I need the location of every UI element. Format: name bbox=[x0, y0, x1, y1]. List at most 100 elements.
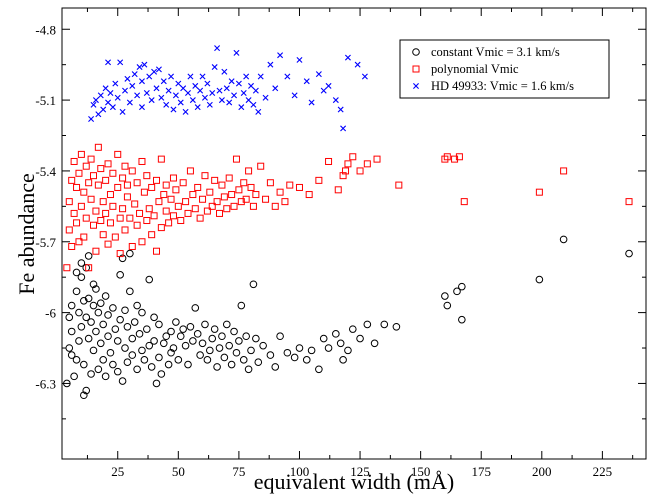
data-point-square bbox=[356, 167, 364, 175]
data-point-circle bbox=[150, 337, 158, 345]
data-point-square bbox=[240, 179, 248, 187]
data-point-circle bbox=[232, 348, 241, 357]
data-point-square bbox=[281, 198, 289, 206]
data-point-circle bbox=[302, 356, 311, 364]
data-point-x bbox=[136, 64, 143, 71]
data-point-square bbox=[443, 153, 451, 161]
data-point-x bbox=[117, 59, 124, 66]
data-point-x bbox=[296, 56, 303, 63]
data-point-square bbox=[109, 202, 117, 210]
data-point-x bbox=[187, 73, 194, 80]
data-point-x bbox=[189, 97, 196, 104]
data-point-square bbox=[225, 174, 233, 182]
data-point-circle bbox=[155, 320, 163, 329]
data-point-square bbox=[249, 202, 257, 210]
data-point-square bbox=[116, 250, 124, 258]
data-point-circle bbox=[213, 363, 221, 371]
data-point-circle bbox=[147, 363, 156, 371]
data-point-circle bbox=[210, 325, 219, 333]
data-point-circle bbox=[206, 346, 214, 355]
data-point-circle bbox=[116, 315, 124, 324]
data-point-square bbox=[73, 219, 81, 227]
data-point-x bbox=[172, 92, 179, 99]
data-point-circle bbox=[96, 339, 105, 348]
data-point-circle bbox=[189, 337, 197, 345]
data-point-square bbox=[177, 217, 185, 225]
data-point-circle bbox=[203, 356, 212, 364]
data-point-circle bbox=[113, 337, 122, 345]
y-axis-title: Fe abundance bbox=[14, 173, 39, 295]
data-point-x bbox=[235, 80, 242, 87]
legend-label-constant-vmic: constant Vmic = 3.1 km/s bbox=[431, 45, 560, 59]
data-point-square bbox=[373, 155, 381, 163]
data-point-circle bbox=[84, 334, 93, 343]
data-point-square bbox=[128, 242, 136, 250]
data-point-x bbox=[272, 85, 279, 92]
data-point-square bbox=[196, 214, 204, 222]
data-point-circle bbox=[89, 346, 98, 355]
data-point-x bbox=[255, 108, 262, 115]
data-point-x bbox=[129, 82, 136, 89]
data-point-square bbox=[153, 247, 161, 255]
x-tick-label: 175 bbox=[471, 464, 491, 479]
data-point-square bbox=[68, 242, 76, 250]
plot-frame bbox=[61, 7, 647, 460]
data-point-x bbox=[250, 101, 257, 108]
data-point-circle bbox=[104, 311, 112, 319]
data-point-circle bbox=[121, 344, 129, 352]
data-point-circle bbox=[106, 348, 115, 357]
data-point-circle bbox=[145, 341, 154, 350]
data-point-square bbox=[169, 174, 177, 182]
data-point-x bbox=[138, 104, 145, 111]
data-point-x bbox=[102, 85, 109, 92]
data-point-x bbox=[257, 73, 264, 80]
data-point-x bbox=[185, 90, 191, 96]
data-point-circle bbox=[82, 313, 91, 322]
data-point-square bbox=[165, 219, 173, 227]
y-tick-label: -6 bbox=[45, 306, 56, 321]
data-point-circle bbox=[208, 334, 217, 343]
data-point-square bbox=[172, 186, 180, 194]
data-point-square bbox=[182, 198, 190, 206]
data-point-square bbox=[451, 155, 459, 163]
data-point-square bbox=[82, 162, 90, 170]
data-point-square bbox=[119, 174, 127, 182]
data-point-square bbox=[102, 176, 110, 184]
data-point-square bbox=[305, 191, 313, 199]
data-point-x bbox=[92, 97, 99, 104]
data-point-square bbox=[150, 212, 158, 220]
data-point-square bbox=[199, 195, 207, 203]
data-point-circle bbox=[244, 365, 253, 374]
data-point-x bbox=[175, 80, 182, 87]
data-point-circle bbox=[392, 322, 401, 331]
data-point-x bbox=[131, 71, 138, 78]
data-point-circle bbox=[283, 348, 292, 357]
data-point-circle bbox=[184, 360, 192, 369]
legend: constant Vmic = 3.1 km/s polynomial Vmic… bbox=[399, 39, 610, 99]
data-point-square bbox=[247, 183, 255, 191]
data-point-x bbox=[199, 73, 206, 80]
data-point-circle bbox=[65, 313, 74, 322]
data-point-square bbox=[116, 214, 124, 222]
x-axis-title: equivalent width (mÅ) bbox=[254, 469, 454, 494]
data-point-x bbox=[262, 94, 269, 101]
legend-x-marker bbox=[413, 83, 419, 89]
data-point-circle bbox=[140, 356, 149, 364]
data-point-square bbox=[73, 183, 81, 191]
data-point-circle bbox=[75, 337, 83, 345]
data-point-circle bbox=[453, 287, 461, 296]
data-point-circle bbox=[176, 332, 185, 341]
data-point-x bbox=[158, 94, 165, 101]
data-point-x bbox=[97, 92, 104, 99]
data-point-circle bbox=[150, 313, 158, 322]
data-point-circle bbox=[290, 353, 299, 362]
data-point-circle bbox=[75, 308, 83, 317]
data-point-circle bbox=[162, 332, 170, 341]
data-point-circle bbox=[101, 292, 110, 300]
y-tick-label: -5.7 bbox=[35, 235, 56, 250]
data-point-circle bbox=[143, 325, 151, 333]
data-point-x bbox=[214, 45, 221, 52]
data-point-circle bbox=[227, 360, 236, 369]
data-point-square bbox=[138, 157, 146, 165]
